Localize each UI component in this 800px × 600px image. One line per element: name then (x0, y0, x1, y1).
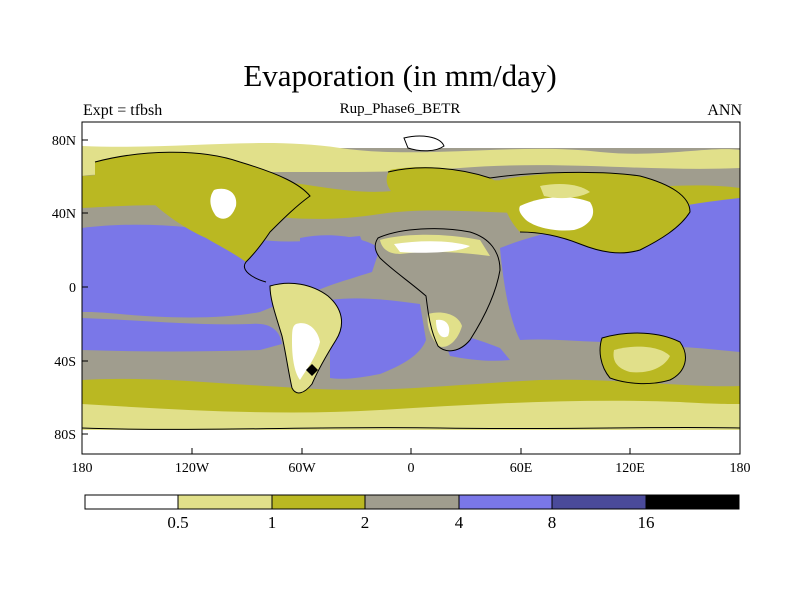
greenland (404, 136, 444, 151)
lat-label: 40N (52, 207, 76, 222)
season-label: ANN (707, 102, 742, 119)
lon-label: 180 (72, 461, 93, 476)
asia-semi-arid (540, 184, 590, 199)
north-america (95, 152, 310, 262)
coastline-north-america (94, 151, 311, 283)
legend-swatch (364, 494, 460, 510)
legend-label: 16 (638, 513, 655, 532)
legend-label: 0.5 (167, 513, 188, 532)
kalahari-core (436, 319, 450, 338)
north-america-dry-core (210, 188, 237, 219)
coastline-south-america (269, 282, 343, 394)
legend-swatch (177, 494, 273, 510)
coastlines (82, 135, 740, 430)
map-subtitle: Rup_Phase6_BETR (339, 101, 461, 117)
evaporation-field (82, 122, 740, 454)
color-legend (84, 494, 740, 510)
legend-swatch (84, 494, 179, 510)
legend-swatch (458, 494, 553, 510)
longitude-labels: 180 120W 60W 0 60E 120E 180 (72, 461, 751, 476)
lon-label: 60W (288, 461, 316, 476)
pacific-south-high (82, 318, 282, 352)
lat-label: 80S (54, 428, 76, 443)
extreme-value-marker (306, 364, 318, 376)
latitude-labels: 80N 40N 0 40S 80S (52, 134, 76, 443)
pacific-north-high (82, 224, 368, 318)
coastline-eurasia (387, 167, 691, 254)
coastline-africa (374, 228, 501, 352)
experiment-label: Expt = tfbsh (83, 102, 163, 119)
legend-label: 4 (455, 513, 464, 532)
australia-semi-arid (613, 346, 670, 373)
atlantic-north-high (300, 235, 380, 300)
coastline-greenland (403, 135, 445, 152)
lon-label: 60E (510, 461, 533, 476)
south-america-dry-core (292, 323, 320, 380)
lon-label: 120W (175, 461, 210, 476)
legend-swatch (645, 494, 740, 510)
europe (386, 167, 509, 206)
atlantic-south-high (330, 298, 426, 379)
lon-label: 120E (615, 461, 645, 476)
lat-label: 80N (52, 134, 76, 149)
legend-swatch (271, 494, 366, 510)
legend-label: 2 (361, 513, 370, 532)
legend-labels: 0.5 1 2 4 8 16 (167, 513, 654, 532)
coastline-australia (599, 332, 686, 385)
lon-label: 0 (408, 461, 415, 476)
legend-swatch (551, 494, 647, 510)
legend-label: 8 (548, 513, 557, 532)
lat-label: 40S (54, 355, 76, 370)
lon-label: 180 (730, 461, 751, 476)
legend-label: 1 (268, 513, 277, 532)
lat-label: 0 (69, 281, 76, 296)
central-asia-dry-core (519, 197, 594, 231)
africa (375, 228, 500, 351)
map-title: Evaporation (in mm/day) (243, 58, 557, 93)
sahara-core (394, 241, 470, 253)
axis-ticks (81, 139, 741, 454)
coastline-antarctica (82, 426, 740, 430)
